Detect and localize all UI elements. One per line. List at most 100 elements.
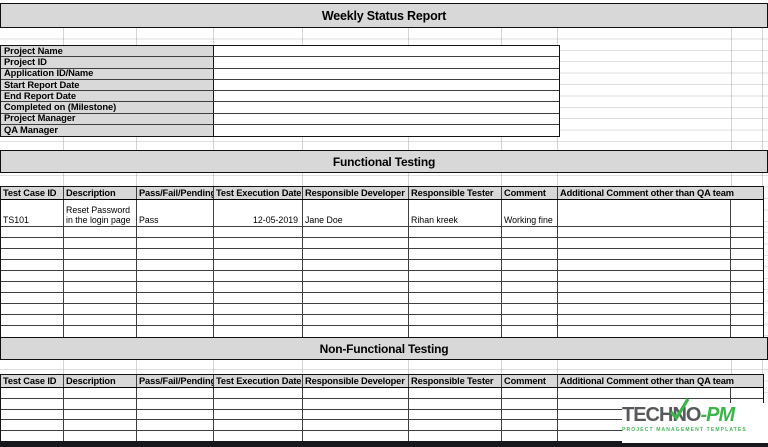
cell[interactable]: [1, 227, 64, 237]
cell[interactable]: [731, 304, 763, 314]
cell[interactable]: [502, 227, 558, 237]
cell[interactable]: [64, 304, 137, 314]
cell[interactable]: [64, 326, 137, 337]
start-report-date-value-cell[interactable]: [214, 79, 559, 90]
cell[interactable]: [502, 304, 558, 314]
cell[interactable]: [137, 388, 214, 398]
cell[interactable]: [409, 398, 502, 409]
cell-additional-comment[interactable]: [558, 200, 731, 226]
cell[interactable]: [64, 431, 137, 442]
cell[interactable]: [303, 304, 409, 314]
cell[interactable]: [409, 293, 502, 303]
cell[interactable]: [303, 315, 409, 325]
cell[interactable]: [1, 238, 64, 248]
cell[interactable]: [558, 260, 731, 270]
cell[interactable]: [137, 271, 214, 281]
cell[interactable]: [731, 293, 763, 303]
project-name-value-cell[interactable]: [214, 46, 559, 57]
cell[interactable]: [1, 420, 64, 431]
completed-on-value-cell[interactable]: [214, 102, 559, 113]
cell[interactable]: [409, 304, 502, 314]
cell[interactable]: [303, 238, 409, 248]
cell[interactable]: [558, 271, 731, 281]
cell[interactable]: [214, 249, 303, 259]
cell[interactable]: [409, 271, 502, 281]
cell[interactable]: [502, 420, 558, 431]
cell[interactable]: [214, 238, 303, 248]
cell-test-case-id[interactable]: TS101: [1, 200, 64, 226]
cell[interactable]: [558, 326, 731, 337]
cell[interactable]: [1, 249, 64, 259]
cell[interactable]: [1, 282, 64, 292]
cell[interactable]: [303, 227, 409, 237]
cell[interactable]: [558, 293, 731, 303]
cell[interactable]: [214, 388, 303, 398]
cell[interactable]: [731, 227, 763, 237]
cell[interactable]: [64, 249, 137, 259]
cell[interactable]: [502, 282, 558, 292]
cell[interactable]: [1, 271, 64, 281]
end-report-date-value-cell[interactable]: [214, 91, 559, 102]
cell[interactable]: [409, 249, 502, 259]
cell[interactable]: [1, 431, 64, 442]
cell[interactable]: [137, 304, 214, 314]
cell[interactable]: [303, 420, 409, 431]
cell[interactable]: [731, 315, 763, 325]
cell[interactable]: [64, 238, 137, 248]
cell-status[interactable]: Pass: [137, 200, 214, 226]
cell[interactable]: [214, 293, 303, 303]
cell[interactable]: [502, 260, 558, 270]
cell[interactable]: [303, 282, 409, 292]
cell[interactable]: [303, 326, 409, 337]
application-id-value-cell[interactable]: [214, 68, 559, 79]
cell[interactable]: [558, 388, 731, 398]
cell[interactable]: [214, 227, 303, 237]
cell[interactable]: [64, 271, 137, 281]
cell[interactable]: [214, 409, 303, 420]
cell[interactable]: [303, 388, 409, 398]
cell[interactable]: [1, 260, 64, 270]
cell[interactable]: [731, 249, 763, 259]
cell[interactable]: [409, 388, 502, 398]
cell[interactable]: [502, 326, 558, 337]
cell[interactable]: [137, 420, 214, 431]
cell[interactable]: [214, 260, 303, 270]
cell[interactable]: [303, 249, 409, 259]
cell[interactable]: [137, 227, 214, 237]
cell[interactable]: [409, 326, 502, 337]
cell[interactable]: [214, 304, 303, 314]
cell[interactable]: [64, 227, 137, 237]
qa-manager-value-cell[interactable]: [214, 124, 559, 136]
cell[interactable]: [214, 431, 303, 442]
cell[interactable]: [137, 293, 214, 303]
cell[interactable]: [137, 249, 214, 259]
cell[interactable]: [558, 227, 731, 237]
cell[interactable]: [137, 315, 214, 325]
project-id-value-cell[interactable]: [214, 57, 559, 68]
cell[interactable]: [137, 409, 214, 420]
cell[interactable]: [502, 249, 558, 259]
cell[interactable]: [731, 388, 763, 398]
cell[interactable]: [731, 260, 763, 270]
cell[interactable]: [64, 315, 137, 325]
cell[interactable]: [409, 238, 502, 248]
cell[interactable]: [1, 315, 64, 325]
cell[interactable]: [303, 409, 409, 420]
cell[interactable]: [137, 282, 214, 292]
cell[interactable]: [303, 431, 409, 442]
cell[interactable]: [502, 398, 558, 409]
cell[interactable]: [731, 238, 763, 248]
cell[interactable]: [64, 409, 137, 420]
cell[interactable]: [64, 398, 137, 409]
cell[interactable]: [731, 200, 763, 226]
cell[interactable]: [1, 388, 64, 398]
cell[interactable]: [303, 260, 409, 270]
cell[interactable]: [137, 326, 214, 337]
cell[interactable]: [1, 293, 64, 303]
cell[interactable]: [558, 249, 731, 259]
cell-execution-date[interactable]: 12-05-2019: [214, 200, 303, 226]
cell[interactable]: [64, 260, 137, 270]
cell[interactable]: [558, 282, 731, 292]
cell[interactable]: [303, 271, 409, 281]
cell[interactable]: [214, 420, 303, 431]
